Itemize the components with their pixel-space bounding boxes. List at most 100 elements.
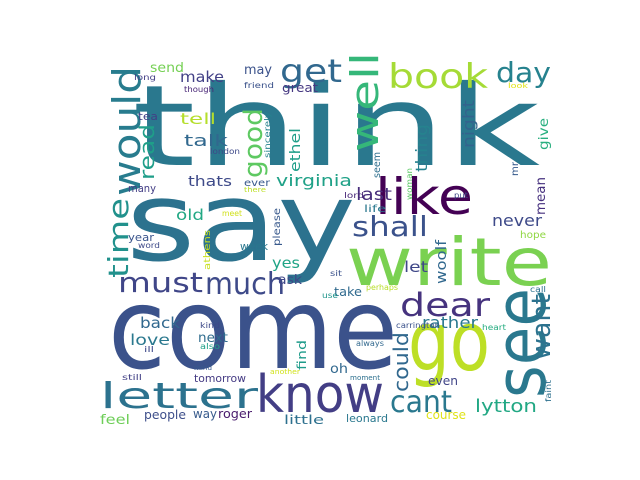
word-let: let <box>404 258 428 276</box>
word-like: like <box>375 168 473 226</box>
word-week: week <box>240 240 269 253</box>
word-life: life <box>364 204 386 215</box>
word-heart: heart <box>482 323 506 332</box>
word-book: book <box>388 57 488 97</box>
word-would: would <box>105 66 149 196</box>
word-letter: letter <box>100 376 258 417</box>
word-yes: yes <box>272 254 300 272</box>
word-though: though <box>184 85 214 94</box>
word-think: think <box>132 62 540 192</box>
word-woolf: woolf <box>434 239 450 284</box>
word-come: come <box>108 265 398 395</box>
word-know: know <box>256 365 384 425</box>
word-sit: sit <box>330 269 342 278</box>
word-roger: roger <box>218 407 252 421</box>
word-tea: tea <box>138 110 158 123</box>
word-seem: seem <box>372 152 383 178</box>
word-mind: mind <box>194 364 212 372</box>
word-shall: shall <box>352 210 428 243</box>
word-lytton: lytton <box>475 396 537 417</box>
word-read: read <box>135 124 159 180</box>
word-never: never <box>492 211 542 230</box>
word-use: use <box>322 291 338 300</box>
word-want: want <box>527 294 557 360</box>
word-many: many <box>128 182 156 195</box>
word-friend: friend <box>244 81 274 90</box>
word-even: even <box>428 374 458 388</box>
word-may: may <box>244 63 272 78</box>
word-faint: faint <box>544 380 553 402</box>
word-love: love <box>130 331 170 349</box>
word-see: see <box>480 288 562 398</box>
word-ethel: ethel <box>288 128 304 172</box>
word-mean: mean <box>534 177 549 215</box>
word-cant: cant <box>390 385 452 420</box>
word-last: last <box>356 185 392 205</box>
word-greece: greece <box>319 130 328 162</box>
word-moment: moment <box>350 374 380 382</box>
word-go: go <box>408 295 490 390</box>
word-course: course <box>426 408 466 422</box>
word-year: year <box>128 231 154 244</box>
word-time: time <box>102 198 135 278</box>
word-kind: kind <box>200 321 220 330</box>
word-long: long <box>134 73 156 82</box>
word-cloud-words: think say come write go see like know le… <box>100 52 562 428</box>
word-next: next <box>198 331 228 346</box>
word-look: look <box>508 82 529 90</box>
word-thats: thats <box>188 174 232 190</box>
word-way: way <box>193 407 217 421</box>
word-great: great <box>282 81 318 95</box>
word-perhaps: perhaps <box>366 283 398 292</box>
word-well: well <box>343 52 387 152</box>
word-much: much <box>205 267 285 302</box>
word-could: could <box>389 332 413 392</box>
word-another: another <box>270 368 300 376</box>
word-tomorrow: tomorrow <box>194 372 246 385</box>
word-people: people <box>144 408 186 422</box>
word-oh: oh <box>330 362 348 377</box>
word-also: also <box>200 342 220 351</box>
word-send: send <box>150 61 184 76</box>
word-virginia: virginia <box>276 171 352 190</box>
word-say: say <box>126 158 356 286</box>
word-london: london <box>210 147 240 156</box>
word-call: call <box>530 285 546 294</box>
word-leonard: leonard <box>346 412 388 425</box>
word-night: night <box>459 100 478 148</box>
word-give: give <box>537 118 552 150</box>
word-little: little <box>284 413 324 427</box>
word-still: still <box>122 373 142 382</box>
word-ask: ask <box>278 273 302 288</box>
word-ever: ever <box>244 178 271 189</box>
word-good: good <box>239 108 269 178</box>
word-athens: athens <box>203 230 213 270</box>
word-rather: rather <box>422 313 478 332</box>
word-talk: talk <box>184 131 229 150</box>
word-hope: hope <box>520 230 546 241</box>
word-feel: feel <box>100 413 130 428</box>
word-must: must <box>118 266 203 299</box>
word-thing: thing <box>412 124 431 172</box>
word-always: always <box>356 339 384 348</box>
word-day: day <box>496 56 551 89</box>
word-back: back <box>140 314 180 332</box>
word-put: put <box>454 191 468 200</box>
word-meet: meet <box>222 209 242 218</box>
word-word: word <box>138 241 160 250</box>
word-please: please <box>272 208 283 246</box>
word-lord: lord <box>344 191 364 200</box>
word-there: there <box>244 186 266 194</box>
word-old: old <box>176 206 204 224</box>
word-get: get <box>280 52 342 90</box>
word-woman: woman <box>405 168 414 200</box>
word-ill: ill <box>144 345 154 354</box>
word-carrington: carrington <box>396 321 440 330</box>
word-write: write <box>346 224 552 301</box>
word-tell: tell <box>180 110 216 128</box>
word-make: make <box>180 68 224 86</box>
word-sincerely: sincerely <box>263 112 272 158</box>
word-find: find <box>295 340 309 370</box>
word-dear: dear <box>400 286 491 324</box>
